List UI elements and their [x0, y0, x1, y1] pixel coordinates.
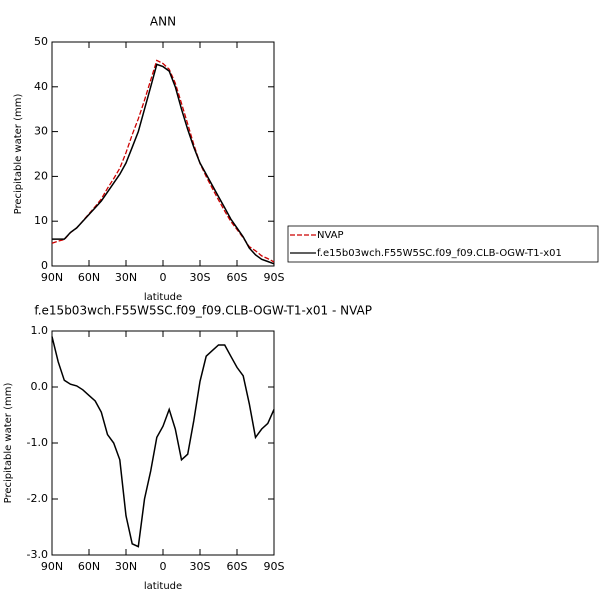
chart-title: f.e15b03wch.F55W5SC.f09_f09.CLB-OGW-T1-x… — [34, 304, 372, 318]
y-tick-label: -2.0 — [27, 492, 48, 505]
x-axis-label: latitude — [144, 292, 182, 303]
data-line — [51, 336, 275, 548]
x-tick-label: 90S — [264, 271, 285, 284]
y-tick-label: 10 — [34, 214, 48, 227]
x-tick-label: 90N — [41, 271, 63, 284]
x-tick-label: 30N — [115, 560, 137, 573]
legend-label: NVAP — [317, 230, 344, 241]
x-tick-label: 0 — [160, 560, 167, 573]
y-tick-label: 20 — [34, 169, 48, 182]
x-tick-label: 30S — [190, 271, 211, 284]
x-tick-label: 60N — [78, 271, 100, 284]
y-tick-label: -3.0 — [27, 548, 48, 561]
legend-box — [287, 225, 599, 263]
x-tick-label: 0 — [160, 271, 167, 284]
y-tick-label: 0.0 — [31, 380, 49, 393]
y-tick-label: 40 — [34, 80, 48, 93]
x-tick-label: 60S — [227, 560, 248, 573]
y-tick-label: 50 — [34, 35, 48, 48]
x-tick-label: 90N — [41, 560, 63, 573]
y-tick-label: -1.0 — [27, 436, 48, 449]
x-tick-label: 30N — [115, 271, 137, 284]
y-tick-label: 30 — [34, 125, 48, 138]
chart-title: ANN — [150, 15, 176, 29]
legend-label: f.e15b03wch.F55W5SC.f09_f09.CLB-OGW-T1-x… — [317, 248, 562, 259]
data-line — [52, 63, 275, 265]
x-tick-label: 60N — [78, 560, 100, 573]
y-axis-label: Precipitable water (mm) — [3, 383, 14, 504]
x-tick-label: 60S — [227, 271, 248, 284]
x-tick-label: 90S — [264, 560, 285, 573]
data-line — [51, 59, 275, 263]
y-tick-label: 1.0 — [31, 324, 49, 337]
y-axis-label: Precipitable water (mm) — [13, 94, 24, 215]
x-tick-label: 30S — [190, 560, 211, 573]
x-axis-label: latitude — [144, 581, 182, 592]
plot-frame — [51, 330, 275, 556]
y-tick-label: 0 — [41, 259, 48, 272]
